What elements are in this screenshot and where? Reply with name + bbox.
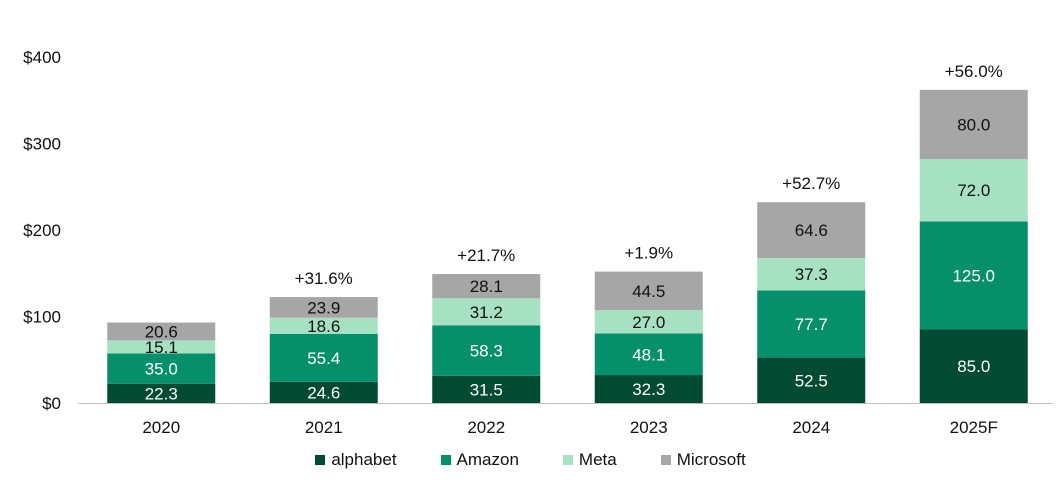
growth-label: +21.7% xyxy=(457,246,515,265)
legend-label: Meta xyxy=(578,450,617,469)
data-label: 35.0 xyxy=(145,360,178,379)
data-label: 18.6 xyxy=(307,317,340,336)
bars: 22.3 35.0 15.120.6 24.6 55.4 18.623.9 31.5 58.3… xyxy=(107,89,1028,403)
bar-segment-microsoft-2023 xyxy=(594,271,703,311)
stacked-bar-chart: $0 $100 $200 $300 $400 22.3 35.0 15.120.6 24.6 5… xyxy=(23,48,1053,437)
bar-segment-alphabet-2022 xyxy=(432,375,541,403)
bar-segment-amazon-2025f xyxy=(919,221,1028,330)
legend-swatch xyxy=(660,455,671,465)
x-tick-label: 2023 xyxy=(630,418,668,437)
data-label: 44.5 xyxy=(632,282,665,301)
x-tick-label: 2020 xyxy=(142,418,180,437)
bar-segment-meta-2022 xyxy=(432,298,541,326)
data-label: 31.5 xyxy=(470,380,503,399)
data-label: 55.4 xyxy=(307,349,340,368)
legend-item-alphabet: alphabet xyxy=(315,450,397,470)
legend-swatch xyxy=(440,455,451,465)
growth-label: +1.9% xyxy=(624,244,673,263)
bar-segment-microsoft-2022 xyxy=(432,274,541,299)
data-label: 27.0 xyxy=(632,313,665,332)
x-axis: 2020 2021 2022 2023 2024 2025F xyxy=(78,403,1053,437)
y-tick-label: $300 xyxy=(23,135,61,154)
data-label: 15.1 xyxy=(145,338,178,357)
data-label: 72.0 xyxy=(957,181,990,200)
bar-segment-amazon-2022 xyxy=(432,325,541,376)
bar-segment-alphabet-2021 xyxy=(269,381,378,403)
data-label: 80.0 xyxy=(957,115,990,134)
legend-item-amazon: Amazon xyxy=(440,450,519,470)
bar-segment-meta-2024 xyxy=(757,258,866,291)
data-label: 64.6 xyxy=(795,221,828,240)
x-tick-label: 2025F xyxy=(950,418,998,437)
data-label: 77.7 xyxy=(795,315,828,334)
data-label: 58.3 xyxy=(470,342,503,361)
data-label: 37.3 xyxy=(795,265,828,284)
legend-label: Amazon xyxy=(456,450,519,469)
data-label: 23.9 xyxy=(307,298,340,317)
bar-segment-amazon-2020 xyxy=(107,353,216,384)
y-tick-label: $400 xyxy=(23,48,61,67)
growth-label: +52.7% xyxy=(782,174,840,193)
data-label: 31.2 xyxy=(470,303,503,322)
data-label: 24.6 xyxy=(307,383,340,402)
legend-item-microsoft: Microsoft xyxy=(660,450,746,470)
data-label: 85.0 xyxy=(957,357,990,376)
x-tick-label: 2021 xyxy=(305,418,343,437)
y-axis: $0 $100 $200 $300 $400 xyxy=(23,48,61,413)
legend: alphabet Amazon Meta Microsoft xyxy=(0,450,1061,470)
bar-segment-meta-2025f xyxy=(919,159,1028,222)
bar-segment-alphabet-2023 xyxy=(594,375,703,403)
growth-label: +31.6% xyxy=(295,269,353,288)
legend-label: alphabet xyxy=(331,450,397,469)
legend-label: Microsoft xyxy=(676,450,746,469)
bar-segment-alphabet-2020 xyxy=(107,383,216,403)
bar-segment-meta-2023 xyxy=(594,310,703,334)
data-label: 20.6 xyxy=(145,322,178,341)
bar-segment-meta-2021 xyxy=(269,317,378,334)
data-label: 32.3 xyxy=(632,380,665,399)
legend-swatch xyxy=(315,455,326,465)
x-tick-label: 2024 xyxy=(792,418,830,437)
bar-segment-alphabet-2025f xyxy=(919,329,1028,403)
data-label: 125.0 xyxy=(952,266,995,285)
legend-swatch xyxy=(562,455,573,465)
bar-segment-alphabet-2024 xyxy=(757,357,866,403)
y-tick-label: $200 xyxy=(23,221,61,240)
data-label: 48.1 xyxy=(632,345,665,364)
bar-segment-microsoft-2021 xyxy=(269,297,378,318)
data-label: 22.3 xyxy=(145,384,178,403)
bar-segment-amazon-2023 xyxy=(594,333,703,376)
bar-segment-microsoft-2024 xyxy=(757,202,866,259)
bar-segment-amazon-2024 xyxy=(757,290,866,358)
y-tick-label: $100 xyxy=(23,308,61,327)
bar-segment-amazon-2021 xyxy=(269,333,378,382)
y-tick-label: $0 xyxy=(42,394,61,413)
bar-segment-microsoft-2025f xyxy=(919,89,1028,160)
data-label: 52.5 xyxy=(795,371,828,390)
data-label: 28.1 xyxy=(470,277,503,296)
x-tick-label: 2022 xyxy=(467,418,505,437)
bar-segment-microsoft-2020 xyxy=(107,322,216,341)
growth-labels: +31.6% +21.7% +1.9% +52.7% +56.0% xyxy=(295,62,1003,288)
growth-label: +56.0% xyxy=(945,62,1003,81)
legend-item-meta: Meta xyxy=(562,450,617,470)
bar-segment-meta-2020 xyxy=(107,340,216,354)
